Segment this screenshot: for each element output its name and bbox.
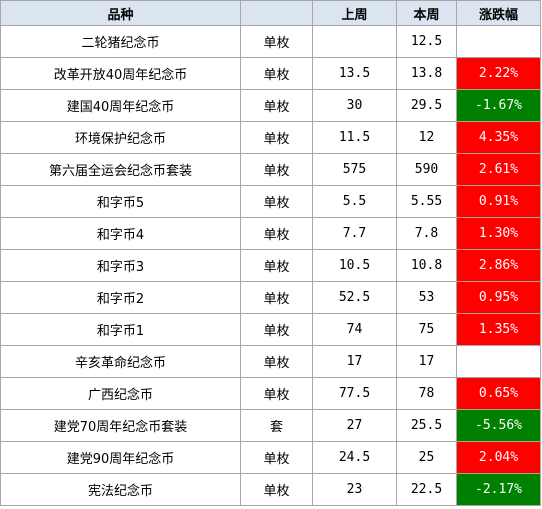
cell-change: -1.67% bbox=[456, 89, 541, 122]
cell-last-week: 30 bbox=[312, 89, 397, 122]
cell-change bbox=[456, 345, 541, 378]
table-row: 和字币5 单枚 5.5 5.55 0.91% bbox=[0, 185, 541, 218]
cell-last-week: 24.5 bbox=[312, 441, 397, 474]
cell-unit: 单枚 bbox=[240, 153, 313, 186]
table-row: 第六届全运会纪念币套装 单枚 575 590 2.61% bbox=[0, 153, 541, 186]
cell-change: 0.95% bbox=[456, 281, 541, 314]
table-row: 和字币1 单枚 74 75 1.35% bbox=[0, 313, 541, 346]
cell-name: 和字币1 bbox=[0, 313, 241, 346]
cell-unit: 单枚 bbox=[240, 89, 313, 122]
cell-change: 0.65% bbox=[456, 377, 541, 410]
table-row: 建党70周年纪念币套装套 27 25.5 -5.56% bbox=[0, 409, 541, 442]
cell-this-week: 7.8 bbox=[396, 217, 457, 250]
header-unit bbox=[240, 0, 313, 26]
cell-last-week: 74 bbox=[312, 313, 397, 346]
cell-last-week bbox=[312, 25, 397, 58]
cell-this-week: 13.8 bbox=[396, 57, 457, 90]
cell-last-week: 13.5 bbox=[312, 57, 397, 90]
cell-unit: 套 bbox=[240, 409, 313, 442]
table-row: 二轮猪纪念币 单枚 12.5 bbox=[0, 25, 541, 58]
cell-this-week: 12.5 bbox=[396, 25, 457, 58]
cell-unit: 单枚 bbox=[240, 473, 313, 506]
cell-name: 第六届全运会纪念币套装 bbox=[0, 153, 241, 186]
table-row: 广西纪念币 单枚 77.5 78 0.65% bbox=[0, 377, 541, 410]
cell-this-week: 25 bbox=[396, 441, 457, 474]
cell-change: 1.35% bbox=[456, 313, 541, 346]
cell-last-week: 17 bbox=[312, 345, 397, 378]
table-row: 改革开放40周年纪念币 单枚 13.5 13.8 2.22% bbox=[0, 57, 541, 90]
cell-last-week: 575 bbox=[312, 153, 397, 186]
table-row: 辛亥革命纪念币 单枚 17 17 bbox=[0, 345, 541, 378]
cell-this-week: 53 bbox=[396, 281, 457, 314]
cell-unit: 单枚 bbox=[240, 441, 313, 474]
cell-last-week: 27 bbox=[312, 409, 397, 442]
cell-change: 2.86% bbox=[456, 249, 541, 282]
cell-name: 和字币3 bbox=[0, 249, 241, 282]
header-row: 品种 上周 本周 涨跌幅 bbox=[0, 0, 541, 26]
cell-unit: 单枚 bbox=[240, 57, 313, 90]
cell-unit: 单枚 bbox=[240, 217, 313, 250]
cell-last-week: 52.5 bbox=[312, 281, 397, 314]
cell-this-week: 12 bbox=[396, 121, 457, 154]
cell-name: 和字币4 bbox=[0, 217, 241, 250]
table-row: 建国40周年纪念币 单枚 30 29.5 -1.67% bbox=[0, 89, 541, 122]
cell-unit: 单枚 bbox=[240, 377, 313, 410]
cell-name: 建党70周年纪念币套装 bbox=[0, 409, 241, 442]
table-row: 和字币4 单枚 7.7 7.8 1.30% bbox=[0, 217, 541, 250]
cell-change: 2.22% bbox=[456, 57, 541, 90]
cell-change: 0.91% bbox=[456, 185, 541, 218]
cell-change: -2.17% bbox=[456, 473, 541, 506]
header-last-week: 上周 bbox=[312, 0, 397, 26]
cell-this-week: 75 bbox=[396, 313, 457, 346]
cell-this-week: 78 bbox=[396, 377, 457, 410]
cell-last-week: 10.5 bbox=[312, 249, 397, 282]
cell-change: 2.61% bbox=[456, 153, 541, 186]
cell-unit: 单枚 bbox=[240, 345, 313, 378]
cell-change bbox=[456, 25, 541, 58]
cell-this-week: 17 bbox=[396, 345, 457, 378]
table-row: 和字币3 单枚 10.5 10.8 2.86% bbox=[0, 249, 541, 282]
table-header: 品种 上周 本周 涨跌幅 bbox=[0, 0, 541, 26]
cell-change: 2.04% bbox=[456, 441, 541, 474]
cell-name: 改革开放40周年纪念币 bbox=[0, 57, 241, 90]
cell-this-week: 10.8 bbox=[396, 249, 457, 282]
header-change: 涨跌幅 bbox=[456, 0, 541, 26]
cell-unit: 单枚 bbox=[240, 249, 313, 282]
cell-last-week: 77.5 bbox=[312, 377, 397, 410]
cell-this-week: 22.5 bbox=[396, 473, 457, 506]
cell-change: -5.56% bbox=[456, 409, 541, 442]
cell-this-week: 25.5 bbox=[396, 409, 457, 442]
cell-unit: 单枚 bbox=[240, 25, 313, 58]
cell-this-week: 5.55 bbox=[396, 185, 457, 218]
cell-unit: 单枚 bbox=[240, 121, 313, 154]
table-row: 宪法纪念币 单枚 23 22.5 -2.17% bbox=[0, 473, 541, 506]
cell-unit: 单枚 bbox=[240, 313, 313, 346]
cell-last-week: 7.7 bbox=[312, 217, 397, 250]
cell-unit: 单枚 bbox=[240, 185, 313, 218]
cell-this-week: 29.5 bbox=[396, 89, 457, 122]
table-row: 和字币2 单枚 52.5 53 0.95% bbox=[0, 281, 541, 314]
cell-name: 和字币2 bbox=[0, 281, 241, 314]
cell-name: 辛亥革命纪念币 bbox=[0, 345, 241, 378]
cell-name: 和字币5 bbox=[0, 185, 241, 218]
cell-last-week: 23 bbox=[312, 473, 397, 506]
cell-name: 建国40周年纪念币 bbox=[0, 89, 241, 122]
cell-name: 二轮猪纪念币 bbox=[0, 25, 241, 58]
cell-name: 环境保护纪念币 bbox=[0, 121, 241, 154]
cell-unit: 单枚 bbox=[240, 281, 313, 314]
cell-change: 4.35% bbox=[456, 121, 541, 154]
cell-change: 1.30% bbox=[456, 217, 541, 250]
cell-last-week: 5.5 bbox=[312, 185, 397, 218]
header-name: 品种 bbox=[0, 0, 241, 26]
cell-this-week: 590 bbox=[396, 153, 457, 186]
table-row: 建党90周年纪念币 单枚 24.5 25 2.04% bbox=[0, 441, 541, 474]
table-row: 环境保护纪念币 单枚 11.5 12 4.35% bbox=[0, 121, 541, 154]
cell-name: 建党90周年纪念币 bbox=[0, 441, 241, 474]
table-body: 二轮猪纪念币 单枚 12.5 改革开放40周年纪念币 单枚 13.5 13.8 2.22% 建国… bbox=[0, 25, 541, 506]
header-this-week: 本周 bbox=[396, 0, 457, 26]
cell-name: 宪法纪念币 bbox=[0, 473, 241, 506]
cell-name: 广西纪念币 bbox=[0, 377, 241, 410]
cell-last-week: 11.5 bbox=[312, 121, 397, 154]
